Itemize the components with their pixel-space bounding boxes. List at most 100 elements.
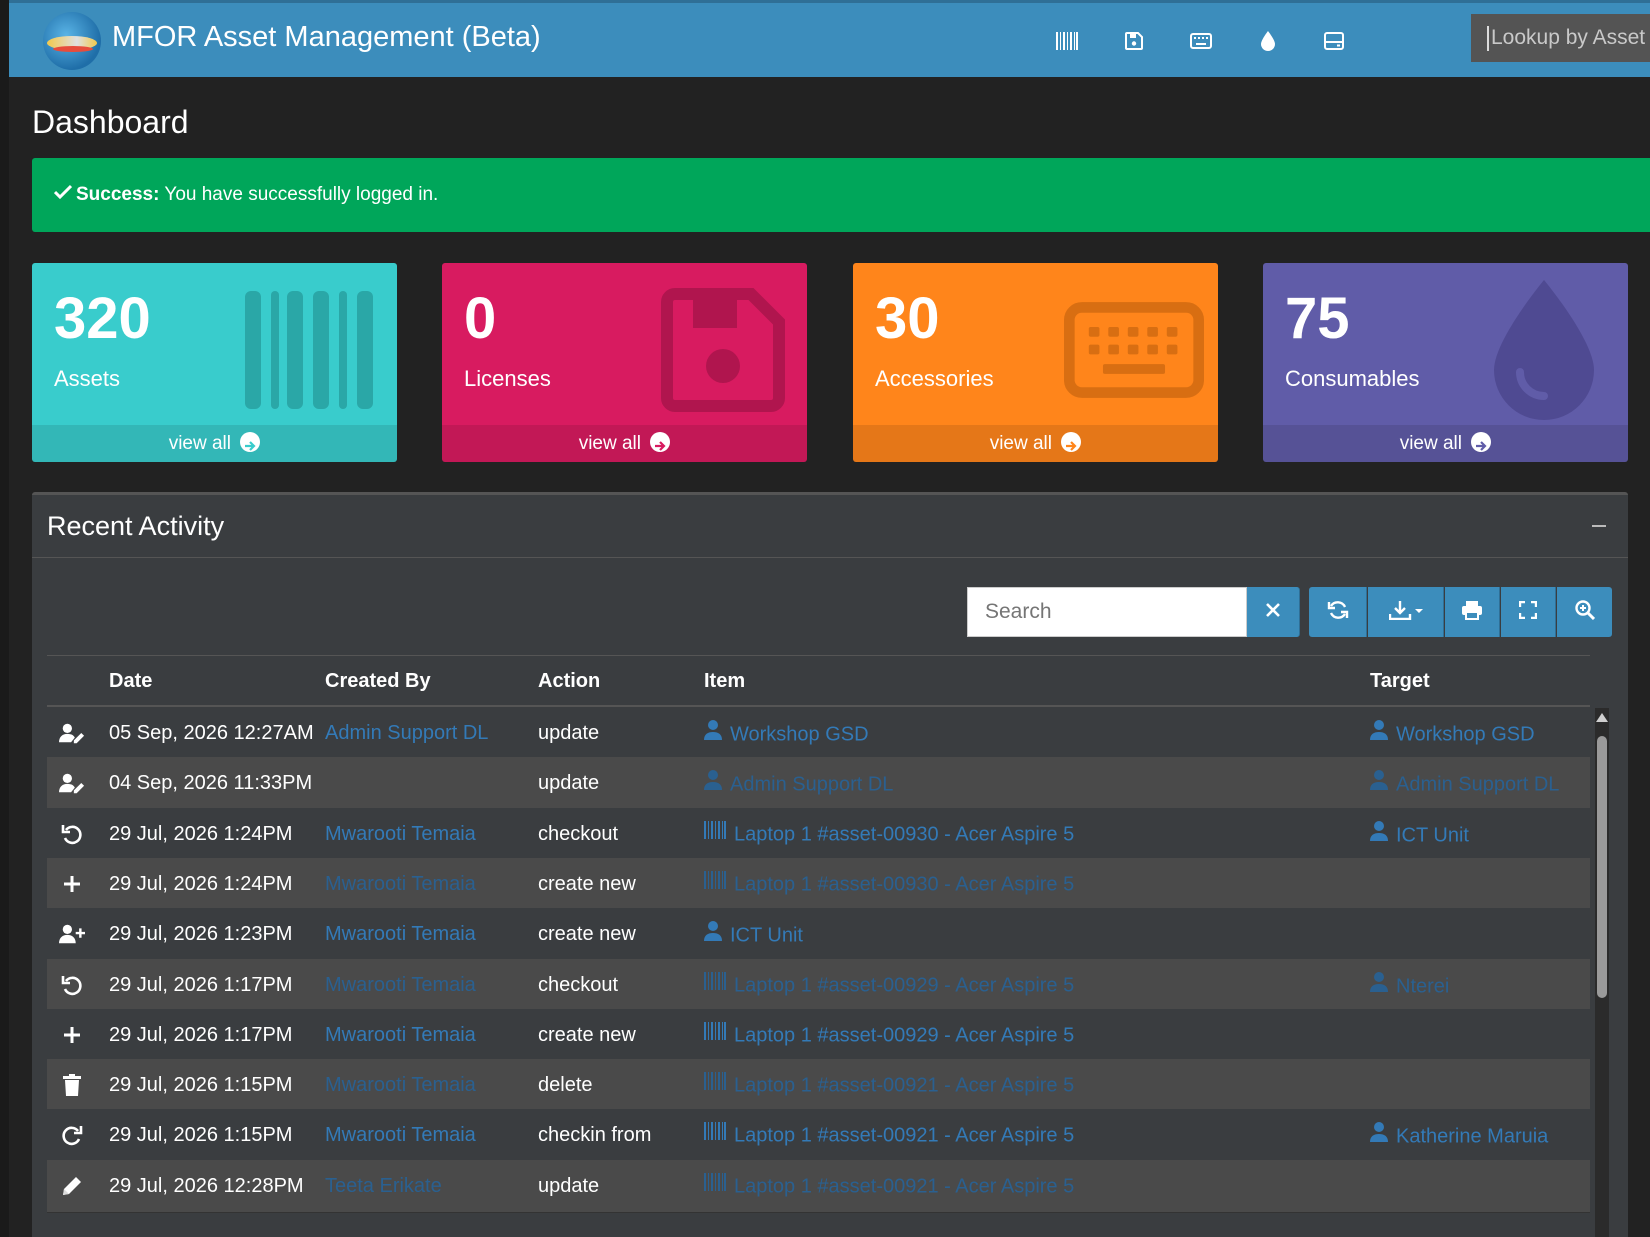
cell-created-by-link[interactable]: Mwarooti Temaia xyxy=(325,822,476,845)
app-logo[interactable] xyxy=(43,12,101,70)
cell-created-by-link[interactable]: Mwarooti Temaia xyxy=(325,872,476,895)
cell-action: create new xyxy=(538,923,636,946)
cell-date: 29 Jul, 2026 1:17PM xyxy=(109,973,293,996)
table-row[interactable]: 29 Jul, 2026 1:23PM Mwarooti Temaia create… xyxy=(47,908,1590,962)
fullscreen-button[interactable] xyxy=(1501,587,1556,637)
cell-item-link[interactable]: Laptop 1 #asset-00921 - Acer Aspire 5 xyxy=(704,1072,1074,1098)
cell-target-link[interactable]: Nterei xyxy=(1370,971,1450,1000)
tile-accessories[interactable]: 30 Accessories view all xyxy=(853,263,1218,462)
cell-item-link[interactable]: Laptop 1 #asset-00930 - Acer Aspire 5 xyxy=(704,820,1074,847)
redo-icon xyxy=(59,1123,85,1147)
cell-item-link[interactable]: Laptop 1 #asset-00921 - Acer Aspire 5 xyxy=(704,1172,1074,1199)
app-title[interactable]: MFOR Asset Management (Beta) xyxy=(112,21,541,53)
barcode-icon xyxy=(243,285,383,415)
tile-count: 30 xyxy=(875,286,940,351)
droplet-icon[interactable] xyxy=(1256,29,1280,53)
table-row[interactable]: 29 Jul, 2026 1:17PM Mwarooti Temaia create… xyxy=(47,1008,1590,1062)
scroll-up-arrow[interactable] xyxy=(1596,713,1608,722)
item-label: Laptop 1 #asset-00930 - Acer Aspire 5 xyxy=(734,873,1075,896)
tile-licenses[interactable]: 0 Licenses view all xyxy=(442,263,807,462)
plus-icon xyxy=(59,1023,85,1047)
cell-action: create new xyxy=(538,1023,636,1046)
cell-date: 04 Sep, 2026 11:33PM xyxy=(109,772,313,795)
user-edit-icon xyxy=(59,771,85,795)
tile-label: Accessories xyxy=(875,366,994,391)
alert-message: You have successfully logged in. xyxy=(164,184,439,206)
table-row[interactable]: 04 Sep, 2026 11:33PM update Admin Support … xyxy=(47,757,1590,811)
cell-created-by-link[interactable]: Mwarooti Temaia xyxy=(325,973,476,996)
cell-item-link[interactable]: Workshop GSD xyxy=(704,720,869,748)
export-button[interactable] xyxy=(1368,587,1444,637)
tile-view-all-link[interactable]: view all xyxy=(442,425,807,462)
cell-item-link[interactable]: Laptop 1 #asset-00929 - Acer Aspire 5 xyxy=(704,1021,1074,1048)
cell-item-link[interactable]: Laptop 1 #asset-00929 - Acer Aspire 5 xyxy=(704,971,1074,998)
user-edit-icon xyxy=(59,721,85,745)
refresh-button[interactable] xyxy=(1309,587,1367,637)
print-button[interactable] xyxy=(1445,587,1500,637)
advanced-search-button[interactable] xyxy=(1557,587,1612,637)
cell-created-by-link[interactable]: Admin Support DL xyxy=(325,722,489,744)
hard-drive-icon[interactable] xyxy=(1322,29,1346,53)
item-label: Laptop 1 #asset-00921 - Acer Aspire 5 xyxy=(734,1124,1075,1147)
cell-target-link[interactable]: ICT Unit xyxy=(1370,820,1469,849)
clear-search-button[interactable] xyxy=(1247,587,1300,637)
user-icon xyxy=(704,921,722,947)
tile-view-all-link[interactable]: view all xyxy=(853,425,1218,462)
cell-created-by-link[interactable]: Mwarooti Temaia xyxy=(325,923,476,946)
left-edge xyxy=(0,0,9,1237)
item-label: Workshop GSD xyxy=(730,723,869,746)
print-icon xyxy=(1461,600,1483,625)
table-row[interactable]: 05 Sep, 2026 12:27AM Admin Support DL upda… xyxy=(47,707,1590,760)
barcode-icon xyxy=(704,1021,726,1046)
tile-view-all-link[interactable]: view all xyxy=(1263,425,1628,462)
column-header-target[interactable]: Target xyxy=(1370,670,1430,692)
keyboard-icon[interactable] xyxy=(1189,29,1213,53)
table-header: Date Created By Action Item Target xyxy=(47,655,1590,707)
target-label: Nterei xyxy=(1396,974,1450,997)
table-row[interactable]: 29 Jul, 2026 1:15PM Mwarooti Temaia delete… xyxy=(47,1059,1590,1113)
cell-item-link[interactable]: Admin Support DL xyxy=(704,770,893,798)
cell-action: create new xyxy=(538,872,636,895)
barcode-icon[interactable] xyxy=(1055,29,1079,53)
column-header-date[interactable]: Date xyxy=(109,670,153,692)
tile-assets[interactable]: 320 Assets view all xyxy=(32,263,397,462)
cell-item-link[interactable]: ICT Unit xyxy=(704,921,803,949)
collapse-icon[interactable] xyxy=(1592,525,1606,527)
cell-item-link[interactable]: Laptop 1 #asset-00930 - Acer Aspire 5 xyxy=(704,870,1075,897)
cell-target-link[interactable]: Admin Support DL xyxy=(1370,770,1559,798)
cell-created-by-link[interactable]: Mwarooti Temaia xyxy=(325,1124,476,1147)
table-row[interactable]: 29 Jul, 2026 1:15PM Mwarooti Temaia checki… xyxy=(47,1109,1590,1163)
tile-view-all-link[interactable]: view all xyxy=(32,425,397,462)
barcode-icon xyxy=(704,1122,726,1146)
table-search-input[interactable] xyxy=(967,587,1247,637)
table-row[interactable]: 29 Jul, 2026 1:24PM Mwarooti Temaia create… xyxy=(47,857,1590,911)
cell-created-by-link[interactable]: Teeta Erikate xyxy=(325,1174,442,1197)
floppy-disk-icon[interactable] xyxy=(1122,29,1146,53)
undo-icon xyxy=(59,973,85,997)
cell-action: checkout xyxy=(538,973,619,996)
tile-label: Assets xyxy=(54,366,121,391)
table-row[interactable]: 29 Jul, 2026 12:28PM Teeta Erikate update L… xyxy=(47,1159,1590,1213)
plus-icon xyxy=(59,872,85,896)
cell-created-by-link[interactable]: Mwarooti Temaia xyxy=(325,1074,476,1097)
cell-target-link[interactable]: Workshop GSD xyxy=(1370,720,1535,748)
cell-created-by-link[interactable]: Mwarooti Temaia xyxy=(325,1023,476,1046)
table-row[interactable]: 29 Jul, 2026 1:24PM Mwarooti Temaia checko… xyxy=(47,807,1590,861)
scroll-thumb[interactable] xyxy=(1597,736,1607,998)
cell-date: 29 Jul, 2026 1:23PM xyxy=(109,923,293,946)
table-scrollbar[interactable] xyxy=(1595,708,1609,1237)
barcode-icon xyxy=(704,870,726,895)
divider xyxy=(32,557,1628,558)
cell-target-link[interactable]: Katherine Maruia xyxy=(1370,1122,1548,1150)
cell-action: delete xyxy=(538,1074,593,1097)
asset-lookup-input[interactable]: Lookup by Asset xyxy=(1471,14,1650,62)
column-header-item[interactable]: Item xyxy=(704,670,746,692)
arrow-circle-right-icon xyxy=(240,431,261,452)
column-header-action[interactable]: Action xyxy=(538,670,601,692)
cell-date: 29 Jul, 2026 12:28PM xyxy=(109,1174,304,1197)
success-alert: Success: You have successfully logged in… xyxy=(32,158,1650,232)
tile-consumables[interactable]: 75 Consumables view all xyxy=(1263,263,1628,462)
column-header-created-by[interactable]: Created By xyxy=(325,670,431,692)
cell-item-link[interactable]: Laptop 1 #asset-00921 - Acer Aspire 5 xyxy=(704,1122,1075,1148)
table-row[interactable]: 29 Jul, 2026 1:17PM Mwarooti Temaia checko… xyxy=(47,958,1590,1012)
